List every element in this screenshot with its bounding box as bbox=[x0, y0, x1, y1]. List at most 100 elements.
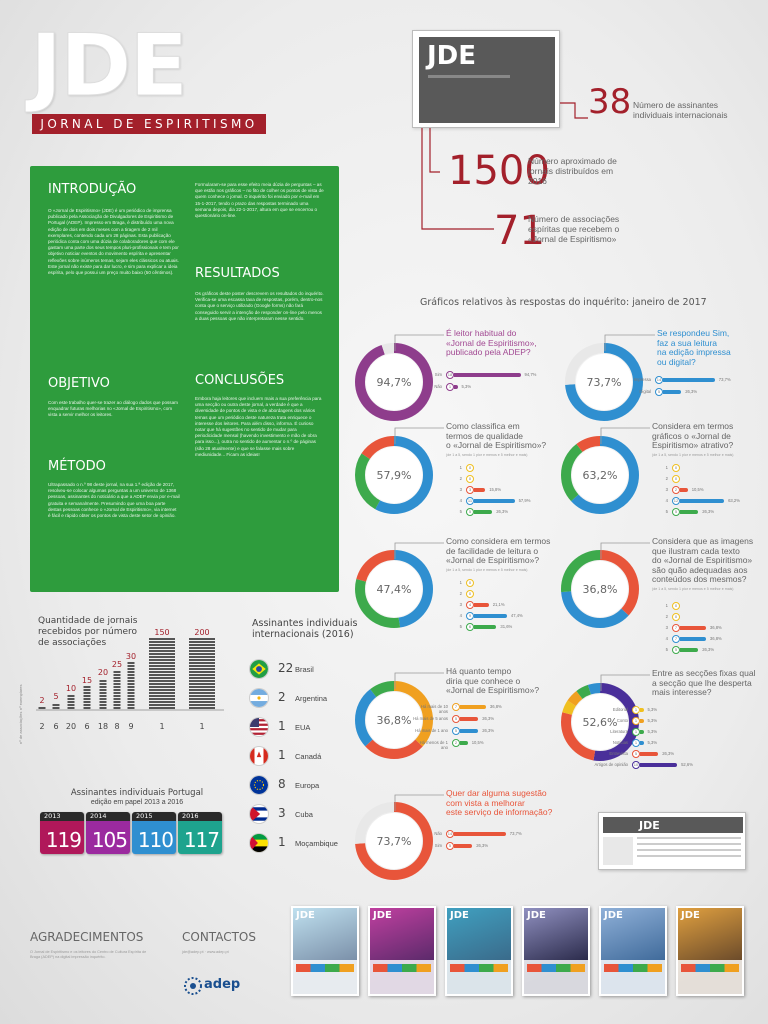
bar-category-8: 1 bbox=[199, 722, 204, 731]
connector-q8 bbox=[600, 674, 650, 691]
bar-ylabel: nº exemplares bbox=[18, 685, 23, 710]
countries-title: Assinantes individuais internacionais (2… bbox=[252, 618, 358, 640]
donut-q3: 57,9% bbox=[355, 436, 433, 514]
option-label-q8: Artigos de opinião bbox=[594, 762, 628, 767]
cover-logo: JDE bbox=[604, 910, 623, 921]
form-logo: JDE bbox=[639, 819, 660, 832]
badge-year: 2014 bbox=[90, 812, 107, 820]
bar-value-3: 15 bbox=[82, 676, 92, 685]
question-line: Como classifica em bbox=[446, 421, 520, 431]
option-count-q1: 18 bbox=[446, 371, 454, 379]
option-count-q6: 5 bbox=[672, 646, 680, 654]
question-line: «Jornal de Espiritismo»? bbox=[446, 555, 540, 565]
option-value-q4: 63,2% bbox=[728, 498, 740, 503]
question-q4: Considera em termos gráficos o «Jornal de… bbox=[652, 421, 762, 460]
newspaper-frame: JDE bbox=[412, 30, 560, 128]
donut-q4: 63,2% bbox=[561, 436, 639, 514]
option-label-q4: 3 bbox=[665, 487, 668, 492]
option-bar-q6 bbox=[680, 626, 706, 630]
donut-hole bbox=[576, 354, 632, 410]
option-count-q6: 7 bbox=[672, 624, 680, 632]
cover-logo: JDE bbox=[527, 910, 546, 921]
country-name: Moçambique bbox=[295, 839, 338, 848]
option-value-q7: 26,3% bbox=[482, 728, 495, 733]
bar-value-7: 150 bbox=[154, 628, 169, 637]
bar-category-3: 6 bbox=[84, 722, 89, 731]
option-count-q4: 12 bbox=[672, 497, 680, 505]
mozambique-flag-icon bbox=[250, 834, 268, 852]
stat-71-label: Número de associações espíritas que rece… bbox=[528, 214, 620, 244]
option-count-q7: 7 bbox=[452, 703, 460, 711]
option-label-q3: 2 bbox=[459, 476, 462, 481]
country-count: 1 bbox=[278, 835, 286, 849]
option-count-q3: 11 bbox=[466, 497, 474, 505]
option-value-q2: 73,7% bbox=[718, 377, 731, 382]
option-label-q4: 5 bbox=[665, 509, 668, 514]
option-bar-q5 bbox=[474, 603, 489, 607]
option-count-q7: 5 bbox=[452, 727, 460, 735]
option-bar-q2 bbox=[663, 390, 682, 394]
question-line: a secção que lhe desperta bbox=[652, 677, 752, 688]
bar-category-4: 18 bbox=[98, 722, 108, 731]
option-label-q6: 3 bbox=[665, 625, 668, 630]
badge-2014: 2014 105 bbox=[86, 812, 130, 854]
option-count-q8: 10 bbox=[632, 761, 640, 769]
question-line: do «Jornal de Espiritismo» bbox=[652, 555, 753, 565]
jde-logo: JDE JORNAL DE ESPIRITISMO bbox=[30, 16, 270, 136]
option-count-q9: 14 bbox=[446, 830, 454, 838]
option-label-q5: 3 bbox=[459, 602, 462, 607]
question-line: que ilustram cada texto bbox=[652, 545, 740, 556]
question-line: Se respondeu Sim, bbox=[657, 328, 730, 338]
option-bar-q8 bbox=[640, 752, 659, 756]
brazil-flag-icon bbox=[250, 660, 268, 678]
bar-value-1: 5 bbox=[53, 692, 58, 701]
question-q9: Quer dar alguma sugestão com vista a melh… bbox=[446, 788, 556, 818]
question-line: de facilidade de leitura o bbox=[446, 545, 539, 556]
objetivo-text: Com este trabalho quer-se trazer ao diál… bbox=[48, 400, 178, 418]
option-count-q4: 2 bbox=[672, 486, 680, 494]
newspaper-cover: JDE bbox=[676, 906, 744, 996]
bar-8 bbox=[189, 638, 215, 709]
badge-count: 105 bbox=[91, 828, 128, 852]
option-count-q3: 0 bbox=[466, 475, 474, 483]
option-label-q4: 2 bbox=[665, 476, 668, 481]
option-label-q6: 5 bbox=[665, 647, 668, 652]
country-name: Brasil bbox=[295, 665, 314, 674]
option-value-q4: 10,5% bbox=[691, 487, 704, 492]
newspaper-cover: JDE bbox=[522, 906, 590, 996]
bar-1 bbox=[52, 704, 60, 709]
option-count-q5: 4 bbox=[466, 601, 474, 609]
donut-q5: 47,4% bbox=[355, 550, 433, 628]
question-line: ou digital? bbox=[657, 356, 696, 367]
connector-q2 bbox=[604, 334, 655, 351]
form-line bbox=[637, 837, 741, 839]
option-label-q8: Conto bbox=[616, 718, 628, 723]
option-count-q8: 1 bbox=[632, 739, 640, 747]
option-value-q6: 36,8% bbox=[709, 625, 722, 630]
option-label-q9: Sim bbox=[434, 843, 442, 848]
question-line: diria que conhece o bbox=[446, 675, 521, 686]
donut-segment-q1-1 bbox=[355, 343, 433, 421]
option-label-q7: Há mais de 5 anos bbox=[413, 716, 448, 721]
logo-text: JDE bbox=[30, 16, 189, 116]
question-line: na edição impressa bbox=[657, 347, 731, 357]
option-bar-q3 bbox=[474, 510, 493, 514]
option-bar-q1 bbox=[454, 385, 458, 389]
frame-logo: JDE bbox=[427, 41, 477, 71]
question-line: É leitor habitual do bbox=[446, 328, 517, 338]
connector-q7 bbox=[394, 672, 444, 689]
question-scale-note: (de 1 a 5, sendo 1 pior e menos e 5 melh… bbox=[652, 452, 734, 457]
question-q2: Se respondeu Sim, faz a sua leitura na edi… bbox=[657, 328, 767, 367]
question-line: este serviço de informação? bbox=[446, 807, 553, 817]
option-value-q8: 26,3% bbox=[662, 751, 675, 756]
question-q5: Como considera em termos de facilidade de… bbox=[446, 536, 556, 575]
option-value-q5: 21,1% bbox=[492, 602, 505, 607]
question-line: mais interesse? bbox=[652, 687, 712, 697]
stat-38-label: Número de assinantes individuais interna… bbox=[633, 100, 728, 120]
option-value-q7: 26,3% bbox=[482, 716, 495, 721]
donut-hole bbox=[366, 561, 422, 617]
badge-2013: 2013 119 bbox=[40, 812, 84, 854]
badge-count: 119 bbox=[45, 828, 82, 852]
bar-value-5: 25 bbox=[112, 660, 122, 669]
cover-footer bbox=[447, 960, 511, 994]
